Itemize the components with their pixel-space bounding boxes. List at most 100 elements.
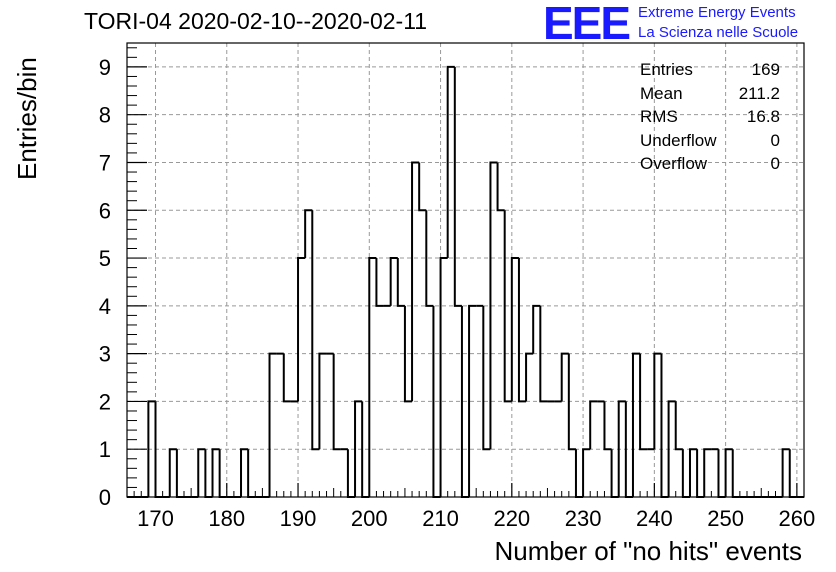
- histogram-bin: [582, 448, 591, 497]
- histogram-bin: [375, 258, 384, 307]
- histogram-bin: [268, 352, 277, 497]
- x-tick-label: 200: [351, 506, 388, 531]
- axis-ticks: [126, 47, 805, 498]
- stat-value: 16.8: [746, 107, 780, 126]
- histogram-bin: [240, 448, 249, 497]
- x-tick-label: 170: [137, 506, 174, 531]
- histogram-bin: [574, 449, 584, 498]
- stat-label: Mean: [640, 83, 683, 103]
- histogram-bin: [282, 353, 291, 403]
- histogram-bin: [589, 400, 598, 450]
- histogram-bin: [525, 352, 534, 402]
- stat-row-underflow: Underflow 0: [640, 129, 780, 153]
- logo-caption: Extreme Energy Events La Scienza nelle S…: [638, 3, 798, 43]
- histogram-bin: [639, 353, 648, 451]
- stat-row-overflow: Overflow 0: [640, 152, 780, 176]
- x-tick-label: 220: [493, 506, 530, 531]
- histogram-bin: [197, 448, 206, 497]
- logo-line-1: Extreme Energy Events: [638, 4, 796, 21]
- histogram-bin: [660, 353, 669, 498]
- histogram-bin: [631, 352, 641, 497]
- histogram-bin: [610, 449, 619, 498]
- stat-value: 0: [770, 154, 780, 173]
- histogram-bin: [446, 65, 455, 259]
- x-axis-label: Number of "no hits" events: [494, 536, 803, 566]
- y-tick-label: 9: [99, 55, 111, 80]
- stat-row-rms: RMS 16.8: [640, 105, 780, 129]
- histogram-bin: [204, 449, 213, 498]
- x-tick-label: 190: [280, 506, 317, 531]
- histogram-bin: [781, 448, 790, 497]
- histogram-bin: [439, 257, 448, 497]
- stat-label: Entries: [640, 60, 693, 79]
- y-tick-label: 6: [99, 198, 111, 223]
- histogram-bin: [617, 400, 626, 497]
- axis-tick-labels: 170 180 190 200 210 220 230 240 250 260 0 1 2 3 4 5 6 7 8 9: [99, 55, 815, 531]
- histogram-bin: [175, 449, 185, 498]
- stat-row-mean: Mean 211.2: [640, 82, 780, 106]
- y-tick-label: 7: [99, 150, 111, 175]
- histogram-bin: [603, 401, 612, 451]
- histogram-bin: [411, 161, 420, 402]
- y-tick-label: 1: [99, 437, 111, 462]
- histogram-bin: [346, 449, 356, 498]
- histogram-bin: [560, 352, 569, 402]
- histogram-bin: [567, 353, 576, 451]
- x-tick-label: 240: [636, 506, 673, 531]
- stat-row-entries: Entries 169: [640, 58, 780, 82]
- histogram-bin: [403, 305, 413, 403]
- histogram-bin: [396, 258, 405, 307]
- histogram-bin: [389, 257, 398, 306]
- histogram-bin: [311, 210, 320, 451]
- histogram-bin: [532, 304, 541, 354]
- histogram-bin: [332, 353, 341, 451]
- histogram-bin: [496, 162, 505, 212]
- x-tick-label: 210: [422, 506, 459, 531]
- stat-value: 169: [751, 60, 780, 79]
- histogram-bin: [681, 449, 690, 498]
- histogram-bin: [688, 448, 698, 497]
- histogram-bin: [674, 401, 683, 451]
- histogram-bin: [247, 449, 256, 498]
- y-tick-label: 4: [99, 294, 111, 319]
- histogram-bin: [724, 448, 733, 497]
- stat-label: RMS: [640, 107, 678, 126]
- eee-logo: EEE: [543, 0, 631, 49]
- histogram-bin: [517, 258, 527, 403]
- stat-value: 0: [770, 130, 780, 150]
- histogram-bin: [453, 66, 462, 307]
- histogram-bin: [667, 400, 676, 497]
- histogram-bin: [147, 400, 156, 497]
- y-tick-label: 0: [99, 485, 111, 510]
- y-tick-label: 5: [99, 246, 111, 271]
- chart-title: TORI-04 2020-02-10--2020-02-11: [84, 8, 428, 34]
- histogram-bin: [418, 162, 427, 212]
- logo-line-2: La Scienza nelle Scuole: [638, 24, 799, 41]
- histogram-bin: [696, 449, 705, 498]
- plot-frame: [126, 42, 805, 498]
- histogram-bin: [297, 257, 306, 402]
- y-tick-label: 2: [99, 389, 111, 414]
- histogram-bin: [703, 448, 712, 497]
- histogram-bin: [788, 449, 797, 498]
- histogram-bin: [354, 400, 363, 497]
- stat-value: 211.2: [738, 83, 780, 103]
- histogram-bin: [731, 449, 740, 498]
- y-tick-label: 8: [99, 103, 111, 128]
- stat-label: Overflow: [640, 154, 708, 173]
- stat-label: Underflow: [640, 130, 717, 150]
- histogram-bin: [318, 352, 327, 450]
- y-axis-label: Entries/bin: [12, 57, 42, 180]
- histogram-bin: [539, 305, 548, 403]
- y-axis-label-wrapper: Entries/bin: [8, 57, 42, 190]
- x-tick-label: 260: [779, 506, 816, 531]
- histogram-bin: [368, 257, 377, 497]
- histogram-bin: [425, 210, 434, 307]
- histogram-bin: [211, 448, 220, 497]
- histogram-bin: [510, 257, 519, 402]
- x-tick-label: 250: [707, 506, 744, 531]
- x-tick-label: 230: [565, 506, 602, 531]
- stats-box: Entries 169 Mean 211.2 RMS 16.8 Underflow 0 …: [640, 58, 780, 176]
- histogram-bin: [304, 209, 313, 259]
